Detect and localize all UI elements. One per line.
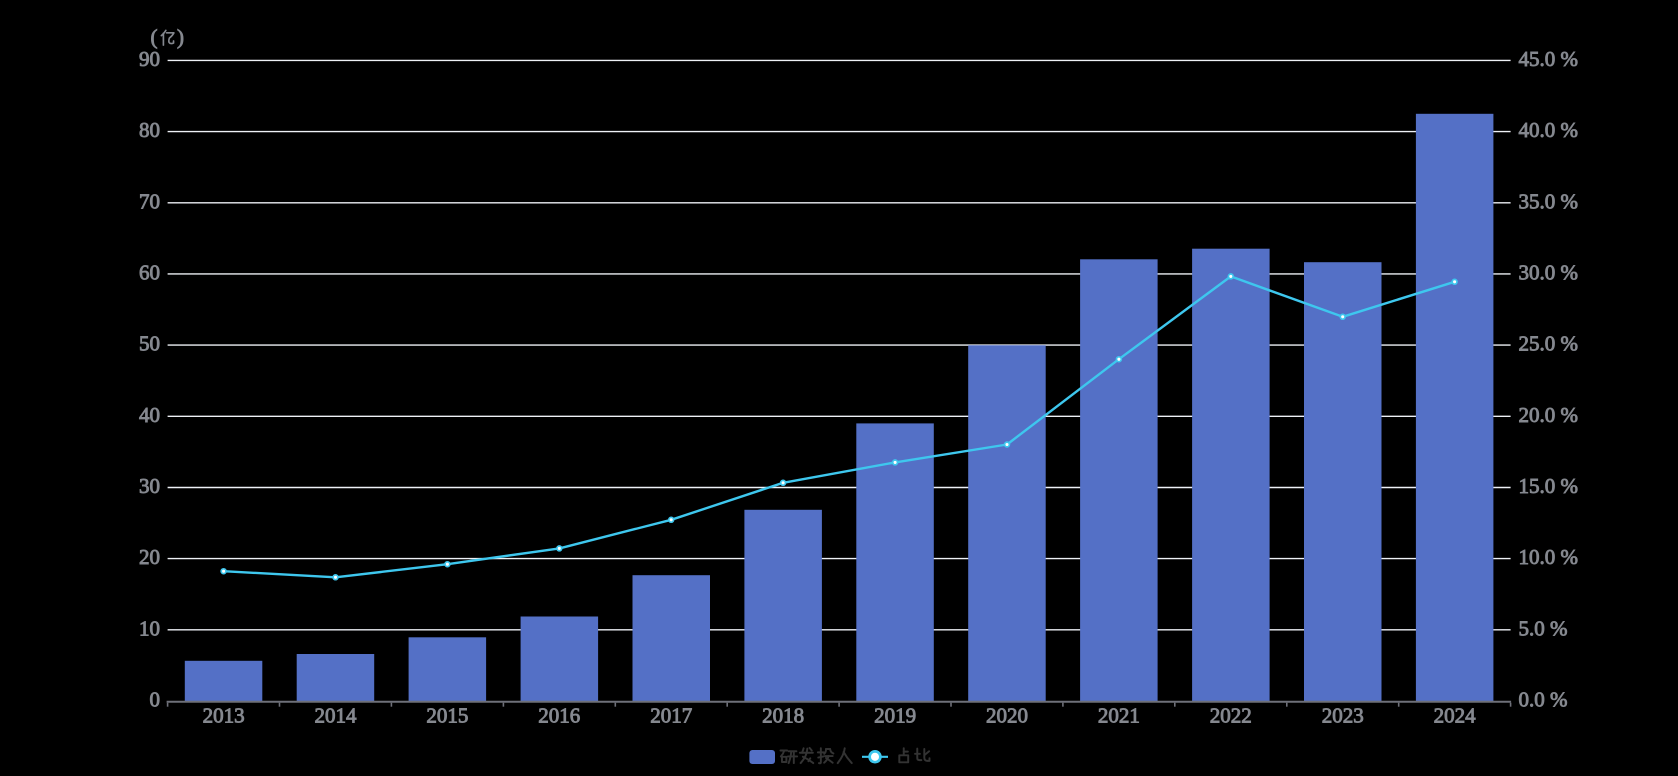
svg-text:20: 20 (139, 545, 160, 569)
svg-text:40.0 %: 40.0 % (1519, 118, 1579, 142)
svg-text:45.0 %: 45.0 % (1519, 47, 1579, 71)
svg-text:2019: 2019 (874, 704, 916, 728)
svg-text:30: 30 (139, 474, 160, 498)
svg-text:10: 10 (139, 616, 160, 640)
svg-text:2017: 2017 (650, 704, 692, 728)
svg-text:5.0 %: 5.0 % (1519, 616, 1568, 640)
svg-text:30.0 %: 30.0 % (1519, 260, 1579, 284)
svg-text:40: 40 (139, 403, 160, 427)
svg-text:90: 90 (139, 47, 160, 71)
svg-text:2015: 2015 (426, 704, 468, 728)
svg-text:15.0 %: 15.0 % (1519, 474, 1579, 498)
svg-text:60: 60 (139, 260, 160, 284)
svg-text:2016: 2016 (538, 704, 580, 728)
svg-text:2021: 2021 (1098, 704, 1140, 728)
svg-text:0.0 %: 0.0 % (1519, 688, 1568, 712)
svg-text:25.0 %: 25.0 % (1519, 332, 1579, 356)
svg-text:2022: 2022 (1210, 704, 1252, 728)
svg-text:10.0 %: 10.0 % (1519, 545, 1579, 569)
svg-text:80: 80 (139, 118, 160, 142)
svg-text:2018: 2018 (762, 704, 804, 728)
svg-text:): ) (177, 25, 184, 49)
svg-text:2014: 2014 (315, 704, 358, 728)
svg-text:(: ( (151, 25, 158, 49)
svg-text:35.0 %: 35.0 % (1519, 189, 1579, 213)
svg-text:70: 70 (139, 189, 160, 213)
svg-text:20.0 %: 20.0 % (1519, 403, 1579, 427)
svg-text:2024: 2024 (1434, 704, 1477, 728)
svg-text:2013: 2013 (203, 704, 245, 728)
svg-text:2023: 2023 (1322, 704, 1364, 728)
svg-text:0: 0 (150, 688, 161, 712)
svg-text:50: 50 (139, 332, 160, 356)
svg-text:2020: 2020 (986, 704, 1028, 728)
